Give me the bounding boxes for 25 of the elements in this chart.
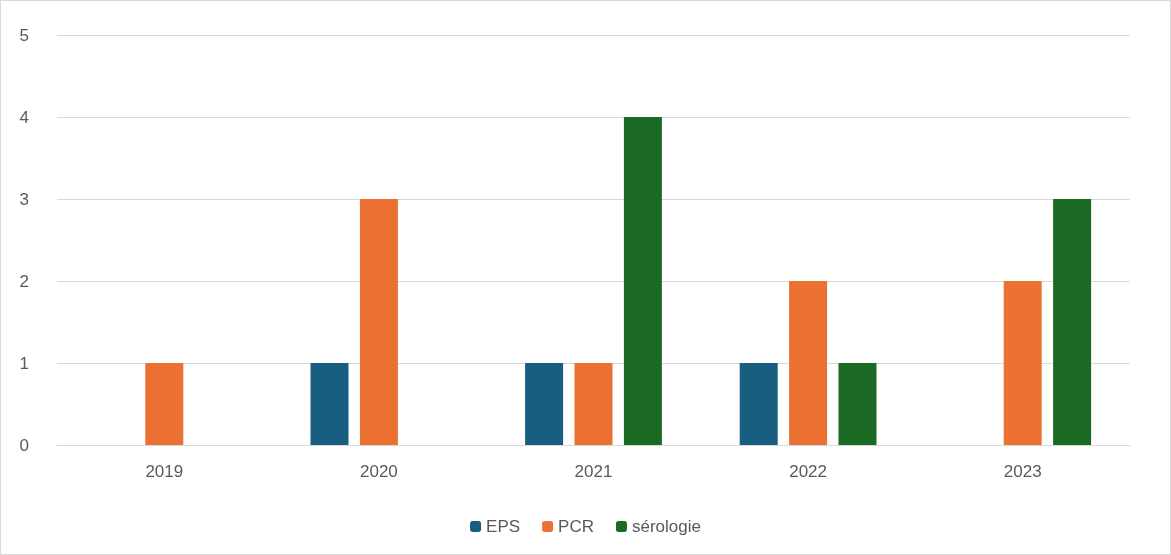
bar	[623, 117, 662, 445]
bar	[310, 363, 349, 445]
legend-label: PCR	[558, 517, 594, 536]
y-tick-label: 4	[19, 107, 29, 127]
bar	[525, 363, 564, 445]
bar	[574, 363, 613, 445]
x-tick-label: 2019	[145, 462, 184, 481]
bar	[838, 363, 877, 445]
bar	[145, 363, 184, 445]
legend-label: EPS	[486, 517, 521, 536]
x-tick-label: 2021	[574, 462, 613, 481]
bar	[739, 363, 778, 445]
x-tick-label: 2020	[359, 462, 398, 481]
legend-label: sérologie	[631, 517, 701, 536]
bar	[1003, 281, 1042, 445]
bar	[789, 281, 828, 445]
bar	[359, 199, 398, 445]
y-tick-label: 3	[19, 189, 29, 209]
bar	[1053, 199, 1092, 445]
y-tick-label: 0	[19, 435, 29, 455]
x-tick-label: 2022	[789, 462, 828, 481]
x-tick-label: 2023	[1003, 462, 1042, 481]
y-tick-label: 2	[19, 271, 29, 291]
y-tick-label: 5	[19, 25, 29, 45]
y-tick-label: 1	[19, 353, 29, 373]
